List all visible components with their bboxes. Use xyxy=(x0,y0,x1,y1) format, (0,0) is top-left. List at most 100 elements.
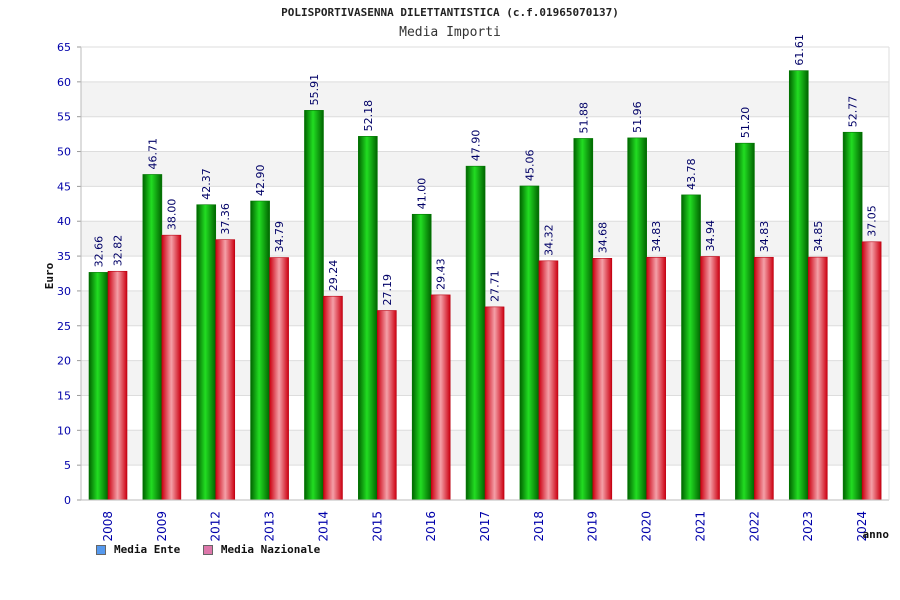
data-label: 27.71 xyxy=(489,270,502,301)
data-label: 29.24 xyxy=(327,260,340,292)
bar-media-nazionale xyxy=(807,256,828,501)
data-label: 27.19 xyxy=(381,274,394,306)
bar-media-nazionale xyxy=(646,256,666,501)
bar-media-ente xyxy=(142,174,163,501)
y-tick-label: 25 xyxy=(57,320,71,333)
x-tick-label: 2015 xyxy=(370,511,384,542)
bar-media-ente xyxy=(842,131,863,501)
data-label: 52.18 xyxy=(362,100,375,132)
data-label: 37.05 xyxy=(866,205,879,237)
bar-media-nazionale xyxy=(430,294,451,501)
x-tick-label: 2009 xyxy=(155,511,169,542)
y-tick-label: 40 xyxy=(57,215,71,228)
data-label: 34.85 xyxy=(812,221,825,253)
x-tick-label: 2019 xyxy=(586,511,600,542)
x-tick-label: 2020 xyxy=(640,511,654,542)
chart-subtitle: Media Importi xyxy=(399,25,501,40)
data-label: 32.66 xyxy=(93,236,106,268)
data-label: 61.61 xyxy=(793,34,806,66)
bar-media-ente xyxy=(519,185,540,501)
y-tick-label: 20 xyxy=(57,355,71,368)
bar-media-nazionale xyxy=(484,306,505,501)
data-label: 34.32 xyxy=(542,224,555,256)
y-tick-label: 65 xyxy=(57,41,71,54)
bar-media-ente xyxy=(250,200,270,501)
y-tick-label: 0 xyxy=(64,494,71,507)
data-label: 32.82 xyxy=(112,235,125,267)
bar-media-nazionale xyxy=(269,257,289,501)
data-label: 34.79 xyxy=(273,221,286,253)
bar-media-nazionale xyxy=(592,258,613,501)
bar-media-ente xyxy=(788,70,809,501)
data-label: 46.71 xyxy=(146,138,159,170)
grid-band xyxy=(81,81,889,117)
legend-item-media-nazionale: Media Nazionale xyxy=(202,543,321,556)
y-tick-label: 45 xyxy=(57,180,71,193)
legend-label-media-nazionale: Media Nazionale xyxy=(220,543,321,556)
data-label: 34.83 xyxy=(758,221,771,253)
bar-media-nazionale xyxy=(700,256,720,501)
data-label: 51.96 xyxy=(631,101,644,133)
bar-media-ente xyxy=(627,137,647,501)
x-axis-title: anno xyxy=(863,528,890,541)
bar-media-nazionale xyxy=(215,239,236,501)
bar-media-nazionale xyxy=(861,241,882,501)
y-tick-label: 10 xyxy=(57,424,71,437)
y-tick-label: 30 xyxy=(57,285,71,298)
x-tick-label: 2021 xyxy=(693,511,707,542)
x-tick-label: 2008 xyxy=(101,511,115,542)
data-label: 41.00 xyxy=(416,178,429,210)
legend-label-media-ente: Media Ente xyxy=(114,543,181,556)
y-tick-label: 35 xyxy=(57,250,71,263)
bar-media-ente xyxy=(735,142,755,501)
chart-title: POLISPORTIVASENNA DILETTANTISTICA (c.f.0… xyxy=(281,6,619,19)
y-axis-title: Euro xyxy=(43,262,56,289)
data-label: 34.83 xyxy=(650,221,663,253)
y-tick-label: 60 xyxy=(57,76,71,89)
y-tick-label: 5 xyxy=(64,459,71,472)
x-tick-label: 2023 xyxy=(801,511,815,542)
legend-swatch-media-ente xyxy=(96,544,106,555)
legend-item-media-ente: Media Ente xyxy=(96,543,180,556)
x-tick-label: 2024 xyxy=(855,511,869,542)
y-tick-label: 15 xyxy=(57,389,71,402)
data-label: 37.36 xyxy=(219,203,232,235)
data-label: 45.06 xyxy=(523,149,536,181)
bar-media-nazionale xyxy=(377,310,397,501)
bar-media-nazionale xyxy=(754,256,774,501)
data-label: 43.78 xyxy=(685,158,698,190)
data-label: 34.68 xyxy=(596,222,609,254)
bar-media-ente xyxy=(304,110,324,501)
chart-legend: Media Ente Media Nazionale xyxy=(96,543,336,558)
bar-media-ente xyxy=(196,204,217,501)
data-label: 51.20 xyxy=(739,107,752,139)
data-label: 47.90 xyxy=(470,130,483,162)
x-tick-label: 2016 xyxy=(424,511,438,542)
bar-media-ente xyxy=(411,213,432,501)
data-label: 29.43 xyxy=(435,258,448,290)
y-tick-label: 50 xyxy=(57,146,71,159)
x-tick-label: 2017 xyxy=(478,511,492,542)
bar-media-ente xyxy=(465,165,486,501)
bar-media-nazionale xyxy=(538,260,559,501)
data-label: 52.77 xyxy=(847,96,860,128)
data-label: 42.90 xyxy=(254,165,267,197)
data-label: 51.88 xyxy=(577,102,590,134)
bar-media-ente xyxy=(88,272,109,501)
bar-media-ente xyxy=(681,194,701,501)
legend-swatch-media-nazionale xyxy=(202,544,213,555)
data-label: 38.00 xyxy=(165,199,178,231)
x-tick-label: 2018 xyxy=(532,511,546,542)
bar-media-nazionale xyxy=(107,270,128,501)
bar-media-nazionale xyxy=(323,295,343,501)
data-label: 55.91 xyxy=(308,74,321,106)
bar-media-ente xyxy=(358,136,378,501)
bar-media-nazionale xyxy=(161,234,182,501)
data-label: 42.37 xyxy=(200,168,213,200)
bar-media-ente xyxy=(573,138,594,501)
x-tick-label: 2013 xyxy=(263,511,277,542)
x-tick-label: 2012 xyxy=(209,511,223,542)
x-tick-label: 2022 xyxy=(747,511,761,542)
data-label: 34.94 xyxy=(704,220,717,252)
